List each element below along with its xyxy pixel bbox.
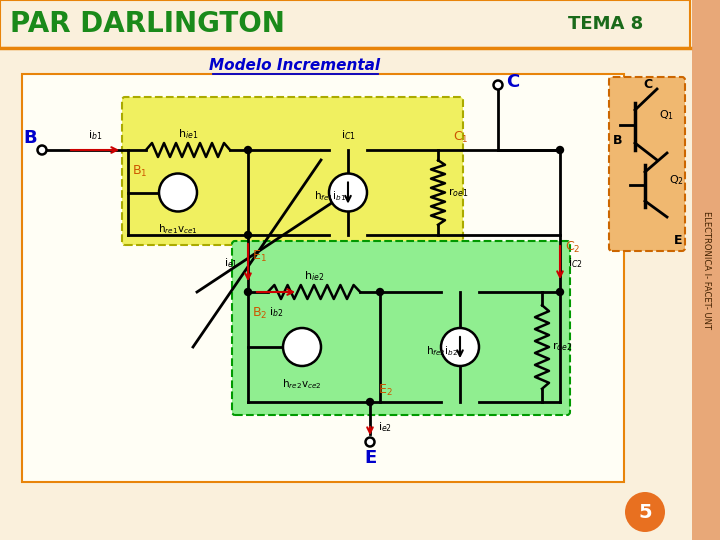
Text: i$_{C2}$: i$_{C2}$ xyxy=(568,256,582,271)
Text: Q$_1$: Q$_1$ xyxy=(659,108,674,122)
Text: C: C xyxy=(506,73,519,91)
FancyBboxPatch shape xyxy=(122,97,463,245)
Text: h$_{ie2}$: h$_{ie2}$ xyxy=(304,269,324,283)
Text: E: E xyxy=(364,449,376,467)
Text: B$_1$: B$_1$ xyxy=(132,164,148,179)
Text: i$_{e1}$: i$_{e1}$ xyxy=(224,256,238,271)
Text: C: C xyxy=(644,78,652,91)
Circle shape xyxy=(245,232,251,239)
Text: E$_1$: E$_1$ xyxy=(252,249,266,264)
Circle shape xyxy=(245,146,251,153)
Text: h$_{re2}$v$_{ce2}$: h$_{re2}$v$_{ce2}$ xyxy=(282,377,322,391)
Text: i$_{e2}$: i$_{e2}$ xyxy=(378,420,392,434)
Text: h$_{fe2}$i$_{b2}$: h$_{fe2}$i$_{b2}$ xyxy=(426,344,458,358)
Text: i$_{b2}$: i$_{b2}$ xyxy=(269,305,283,319)
Circle shape xyxy=(283,328,321,366)
Circle shape xyxy=(366,399,374,406)
Text: r$_{oe1}$: r$_{oe1}$ xyxy=(448,186,469,199)
Bar xyxy=(22,74,624,482)
Text: E$_2$: E$_2$ xyxy=(378,383,392,398)
Text: C$_1$: C$_1$ xyxy=(453,130,469,145)
Text: h$_{fe1}$i$_{b1}$: h$_{fe1}$i$_{b1}$ xyxy=(314,190,346,204)
Text: h$_{re1}$v$_{ce1}$: h$_{re1}$v$_{ce1}$ xyxy=(158,222,198,237)
Text: h$_{ie1}$: h$_{ie1}$ xyxy=(178,127,198,141)
Text: i$_{C1}$: i$_{C1}$ xyxy=(341,128,356,142)
Bar xyxy=(0,0,690,48)
Circle shape xyxy=(557,146,564,153)
Text: TEMA 8: TEMA 8 xyxy=(568,15,643,33)
Text: B: B xyxy=(613,133,623,146)
Circle shape xyxy=(37,145,47,154)
Circle shape xyxy=(441,328,479,366)
Circle shape xyxy=(377,288,384,295)
Text: i$_{b1}$: i$_{b1}$ xyxy=(88,128,102,142)
Circle shape xyxy=(159,173,197,212)
Text: Modelo Incremental: Modelo Incremental xyxy=(210,58,381,73)
Text: 5: 5 xyxy=(638,503,652,522)
Text: C$_2$: C$_2$ xyxy=(565,240,580,255)
Bar xyxy=(692,0,720,540)
Text: ELECTRONICA I- FACET- UNT: ELECTRONICA I- FACET- UNT xyxy=(701,211,711,329)
Circle shape xyxy=(329,173,367,212)
Text: PAR DARLINGTON: PAR DARLINGTON xyxy=(10,10,285,38)
FancyBboxPatch shape xyxy=(609,77,685,251)
Text: Q$_2$: Q$_2$ xyxy=(669,173,684,187)
Circle shape xyxy=(493,80,503,90)
Text: B$_2$: B$_2$ xyxy=(252,306,267,321)
Circle shape xyxy=(625,492,665,532)
Text: B: B xyxy=(23,129,37,147)
Text: r$_{oe2}$: r$_{oe2}$ xyxy=(552,341,572,353)
Circle shape xyxy=(245,288,251,295)
Text: E: E xyxy=(674,233,683,246)
FancyBboxPatch shape xyxy=(232,241,570,415)
Circle shape xyxy=(366,437,374,447)
Circle shape xyxy=(557,288,564,295)
